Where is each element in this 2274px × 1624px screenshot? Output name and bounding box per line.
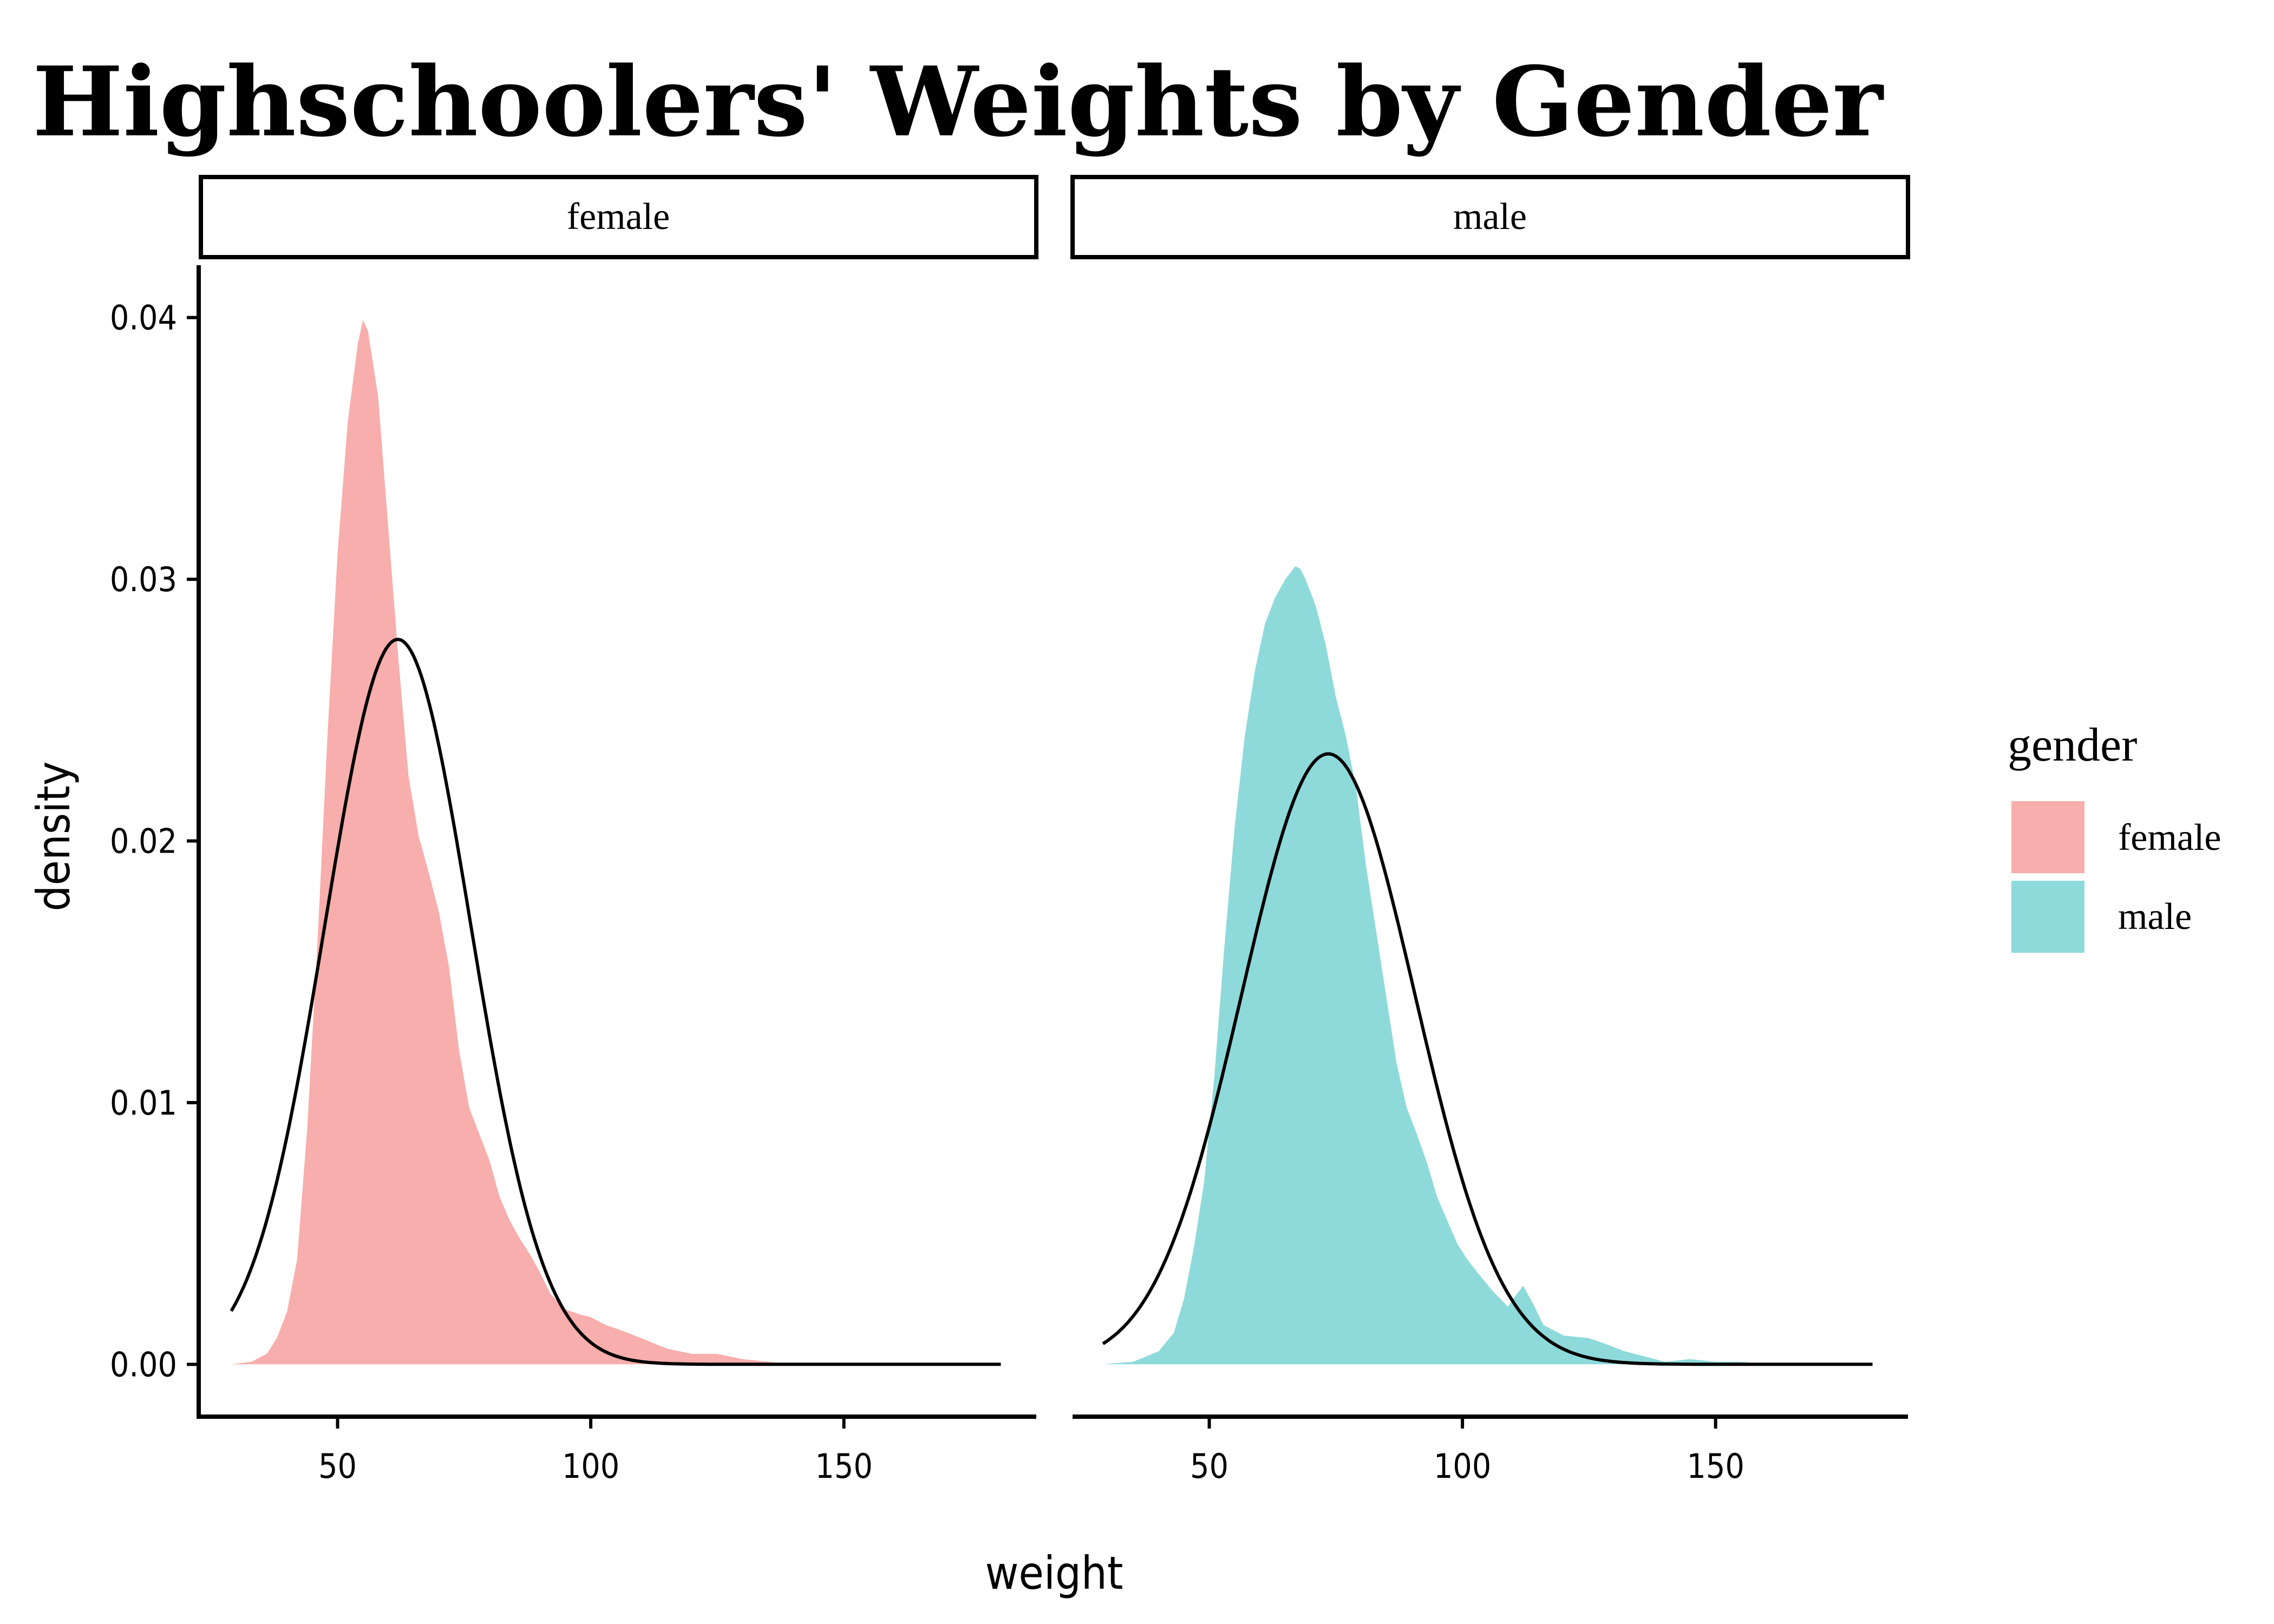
y-tick-label-4: 0.04 [110,298,177,338]
x-tick-label-male-150: 150 [1687,1446,1744,1486]
facet-female-strip-label: female [567,196,670,238]
normal-curve-male [1102,752,1873,1366]
x-tick-label-male-100: 100 [1434,1446,1491,1486]
x-axis-title: weight [985,1547,1123,1600]
y-tick-label-0: 0.00 [110,1345,177,1384]
facet-female: female 50 100 150 [199,175,1038,1486]
chart-title: Highschoolers' Weights by Gender [32,45,1884,158]
y-tick-label-2: 0.02 [110,822,177,861]
facet-male-plot: 50 100 150 [1073,566,1908,1486]
facet-male-strip-label: male [1453,196,1527,238]
facet-female-strip [199,175,1038,259]
density-area-male [1103,566,1767,1365]
facet-female-plot: 50 100 150 [201,320,1036,1486]
facet-male-strip [1070,175,1910,259]
normal-curve-female [230,638,1001,1366]
legend-title: gender [2008,719,2137,771]
legend-label-female: female [2118,817,2221,859]
legend: gender female male [2008,719,2221,953]
y-axis: 0.00 0.01 0.02 0.03 0.04 [110,265,201,1419]
x-tick-label-female-100: 100 [562,1446,619,1486]
y-axis-title: density [27,761,80,911]
x-tick-label-male-50: 50 [1190,1446,1229,1486]
facet-male: male 50 100 150 [1070,175,1910,1486]
legend-key-male [2011,881,2084,953]
y-tick-label-3: 0.03 [110,560,177,599]
y-tick-label-1: 0.01 [110,1083,177,1123]
density-area-female [231,320,794,1365]
x-tick-label-female-150: 150 [815,1446,872,1486]
x-tick-label-female-50: 50 [318,1446,357,1486]
legend-key-female [2011,801,2084,873]
legend-label-male: male [2118,896,2192,938]
